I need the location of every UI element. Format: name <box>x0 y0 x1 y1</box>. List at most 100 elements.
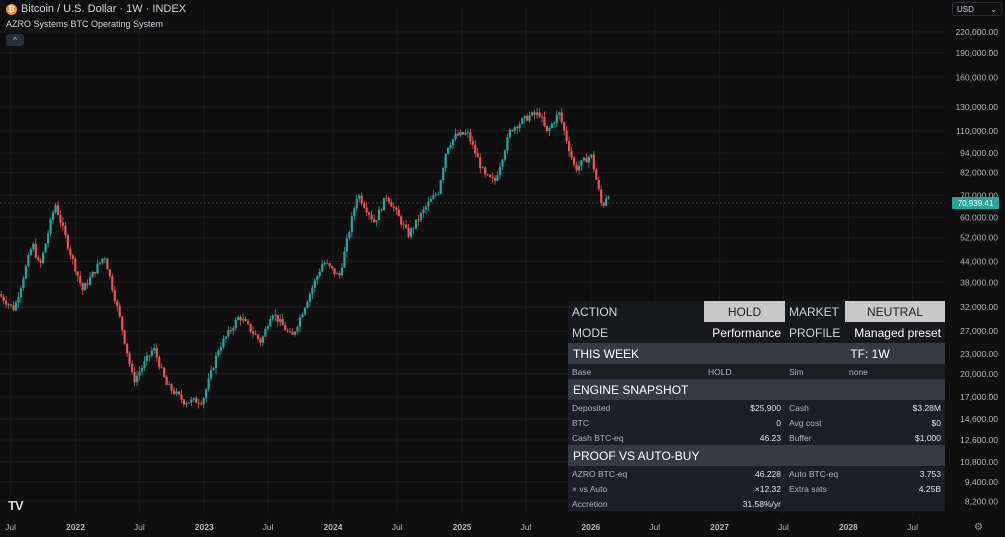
candle-body <box>303 307 307 315</box>
candle-body <box>207 378 210 390</box>
chart-header: ₿ Bitcoin / U.S. Dollar · 1W · INDEX <box>6 3 186 15</box>
candle-body <box>575 164 578 171</box>
candle-body <box>180 394 183 400</box>
candle-body <box>256 334 260 339</box>
candle-body <box>434 194 437 196</box>
candle-body <box>79 275 82 284</box>
candle-body <box>111 276 114 291</box>
indicator-title[interactable]: AZRO Systems BTC Operating System <box>6 19 164 29</box>
engine-row: BTC 0 Avg cost $0 <box>568 415 945 430</box>
currency-select[interactable]: USD ⌄ <box>952 2 1002 16</box>
candle-body <box>486 174 489 176</box>
candle-body <box>49 219 52 234</box>
candle-body <box>251 331 255 334</box>
candle-body <box>177 391 181 395</box>
candle-body <box>237 317 240 320</box>
candle-body <box>535 112 539 115</box>
candle-body <box>163 367 166 377</box>
candle-body <box>172 390 176 395</box>
candle-body <box>516 127 519 129</box>
y-tick-label: 60,000.00 <box>960 212 998 222</box>
candle-body <box>64 225 67 236</box>
candle-body <box>491 176 494 179</box>
mode-label: MODE <box>572 325 608 340</box>
candle-body <box>456 133 460 136</box>
candle-body <box>400 216 403 225</box>
candle-body <box>464 132 467 135</box>
candle-body <box>291 332 294 335</box>
candle-body <box>121 316 124 331</box>
engine-label: Cash BTC-eq <box>572 432 624 443</box>
collapse-button[interactable]: ^ <box>6 34 24 46</box>
x-axis[interactable]: Jul 2022 Jul 2023 Jul 2024 Jul 2025 Jul 2026 Jul 20… <box>5 522 918 532</box>
candle-body <box>454 133 457 140</box>
candle-body <box>108 269 111 277</box>
candle-body <box>409 228 413 237</box>
candle-body <box>118 306 121 317</box>
candle-body <box>402 224 405 226</box>
engine-value: 46.23 <box>759 432 781 443</box>
y-tick-label: 70,000.00 <box>960 190 998 200</box>
y-tick-label: 20,000.00 <box>960 369 998 379</box>
candle-body <box>311 287 314 294</box>
candle-body <box>397 209 400 217</box>
candle-body <box>380 209 383 211</box>
candle-body <box>308 293 311 302</box>
engine-label: Deposited <box>572 402 611 413</box>
candle-body <box>563 122 566 131</box>
this-week-title: THIS WEEK <box>573 346 640 361</box>
candle-body <box>74 258 77 272</box>
symbol-title[interactable]: Bitcoin / U.S. Dollar · 1W · INDEX <box>21 3 187 15</box>
candle-body <box>343 251 346 268</box>
candle-body <box>318 271 321 276</box>
candle-body <box>605 198 608 206</box>
candle-body <box>222 338 225 348</box>
candle-body <box>91 272 94 278</box>
candle-body <box>12 305 15 311</box>
candle-body <box>548 128 551 131</box>
candle-body <box>498 166 502 176</box>
candle-body <box>138 371 141 376</box>
candle-body <box>355 198 358 209</box>
x-tick-label: Jul <box>521 522 532 532</box>
candle-body <box>543 116 546 126</box>
proof-value: 4.25B <box>918 483 941 494</box>
candle-body <box>451 139 455 146</box>
candle-body <box>466 132 469 134</box>
candle-body <box>209 370 213 379</box>
candle-body <box>197 402 200 404</box>
candle-body <box>249 323 252 332</box>
candle-body <box>590 154 593 157</box>
candle-body <box>358 195 361 199</box>
tradingview-logo[interactable]: TV <box>8 498 24 513</box>
candle-body <box>195 398 198 403</box>
settings-icon[interactable]: ⚙ <box>974 522 983 533</box>
candle-body <box>29 249 32 256</box>
candle-body <box>271 315 274 320</box>
candle-body <box>572 157 576 165</box>
candle-body <box>602 202 605 206</box>
chart-gridlines <box>0 8 945 514</box>
candle-body <box>555 114 558 123</box>
engine-value: $0 <box>931 417 941 428</box>
candle-body <box>266 326 269 329</box>
proof-title: PROOF VS AUTO-BUY <box>573 448 700 463</box>
candle-body <box>565 130 568 142</box>
x-tick-label: Jul <box>134 522 145 532</box>
proof-value: 3.753 <box>919 468 941 479</box>
engine-value: $3.28M <box>912 402 941 413</box>
candle-body <box>476 153 479 158</box>
base-value: HOLD. <box>708 366 734 377</box>
candle-body <box>170 384 173 391</box>
candle-body <box>592 154 595 170</box>
candle-body <box>449 145 452 148</box>
proof-label: Accretion <box>572 498 608 509</box>
market-value: NEUTRAL <box>845 301 945 322</box>
candle-body <box>550 123 553 129</box>
candle-body <box>298 317 302 327</box>
y-axis[interactable]: 8,200.00 9,400.00 10,800.00 12,600.00 14,600… <box>955 27 998 506</box>
candle-body <box>288 331 292 333</box>
candle-body <box>392 206 395 208</box>
candle-body <box>365 207 368 213</box>
